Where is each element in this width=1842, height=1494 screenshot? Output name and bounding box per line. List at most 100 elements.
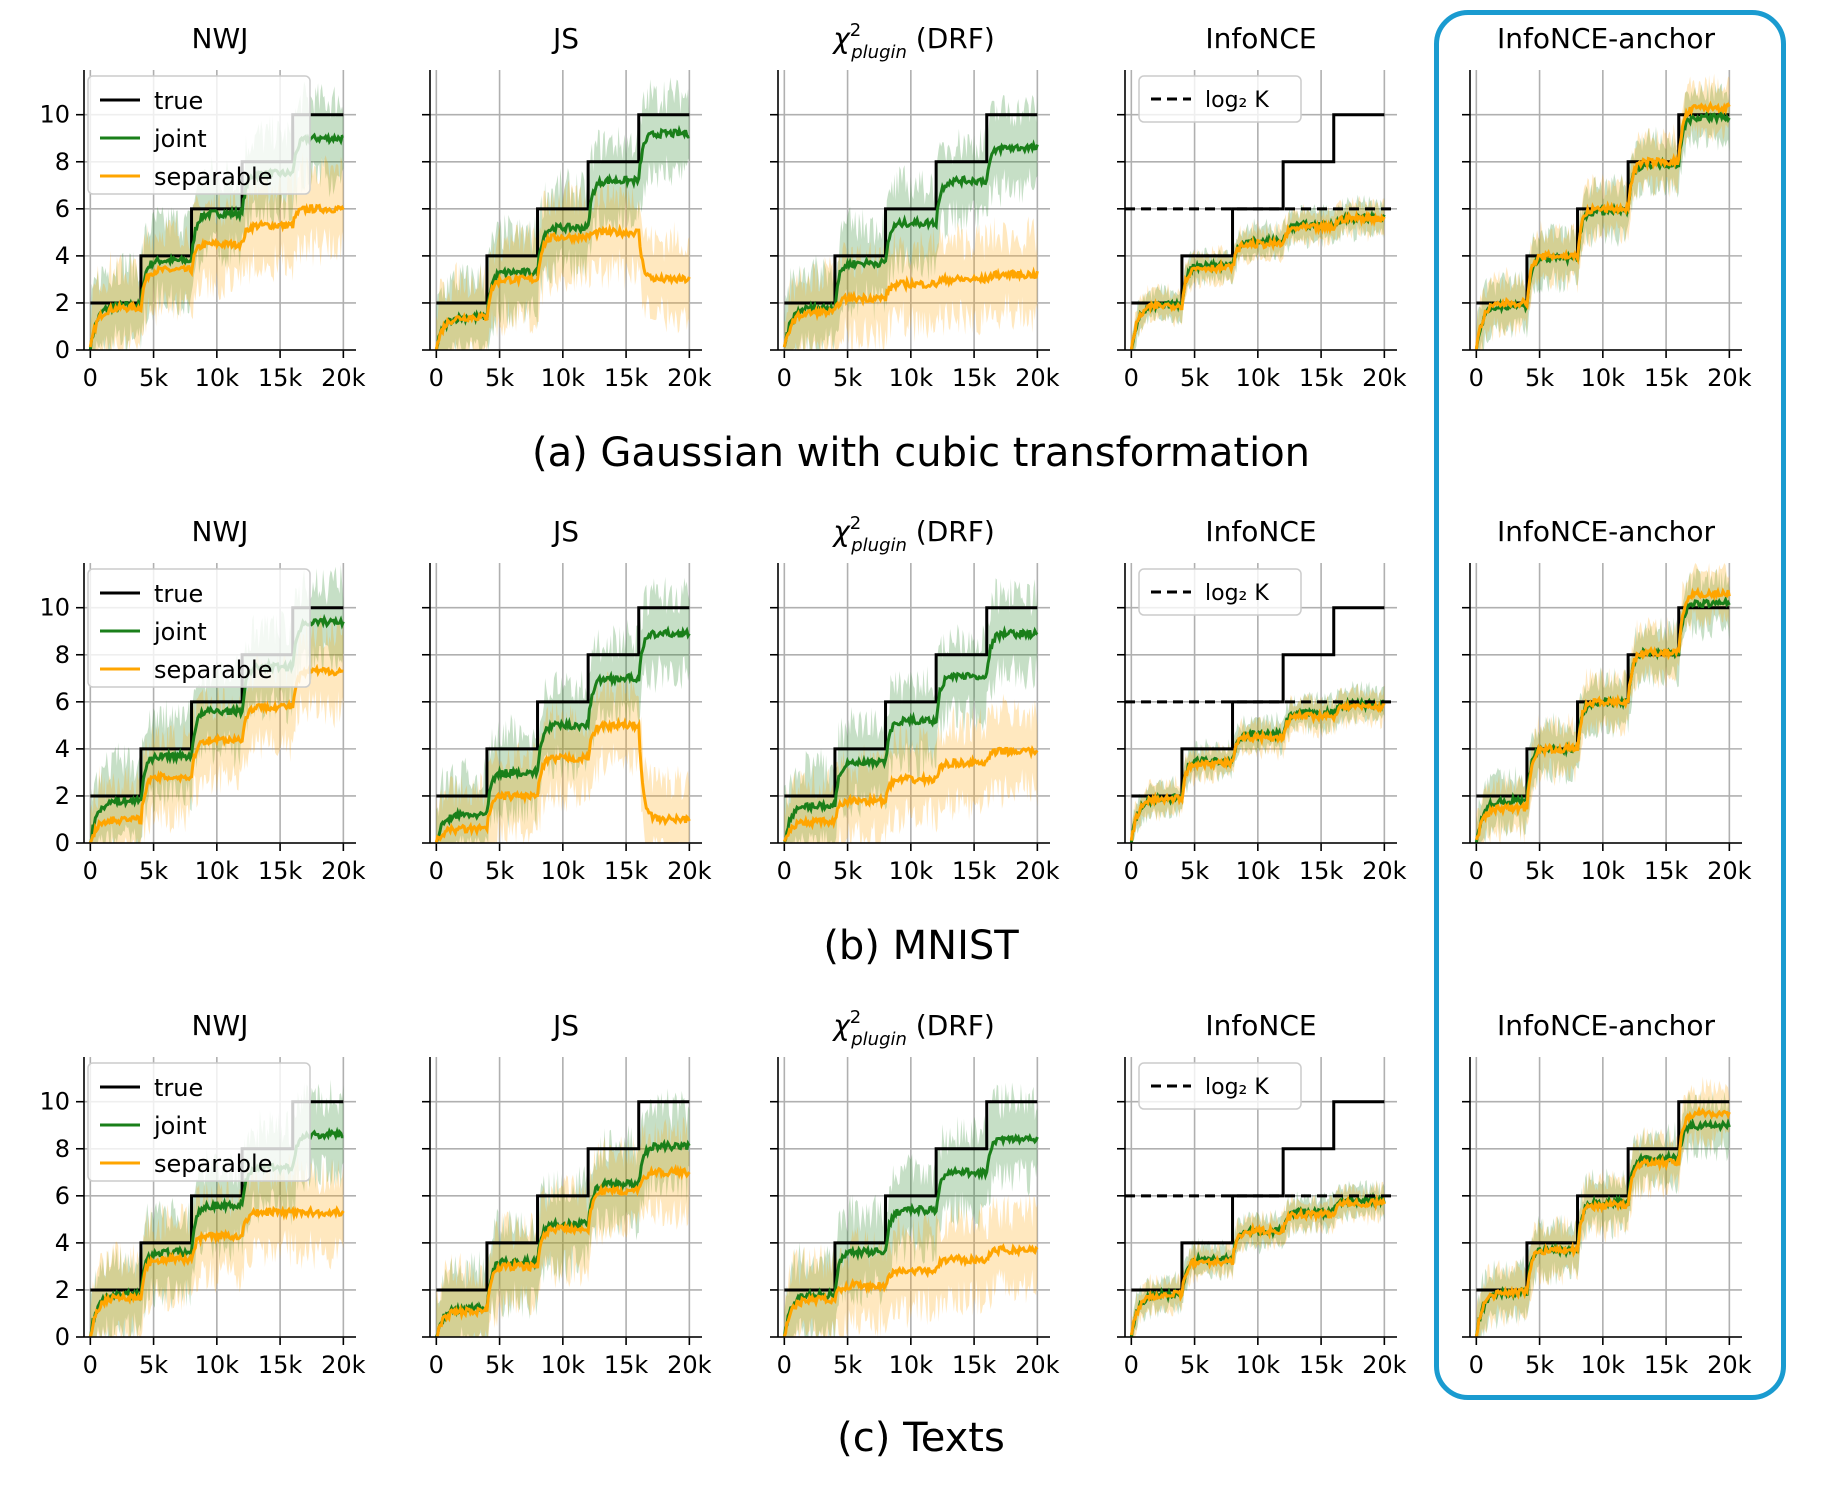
legend-box [1138,1062,1302,1110]
separable-line [1474,100,1731,351]
panel-title: InfoNCE [1205,515,1316,548]
x-tick-label: 20k [1707,364,1752,392]
joint-band [1476,1090,1730,1337]
x-tick-label: 15k [1299,857,1344,885]
separable-line [1129,698,1386,841]
x-tick-label: 20k [1707,857,1752,885]
legend-box [87,75,311,195]
x-tick-label: 10k [1236,857,1281,885]
legend-box [87,1062,311,1182]
panel-title: NWJ [192,1009,249,1042]
x-tick-label: 10k [541,1351,586,1379]
legend-label-true: true [154,1074,203,1102]
legend-label-logK: log₂ K [1205,581,1269,606]
true-line [436,1100,690,1292]
y-tick-label: 6 [55,195,70,223]
x-tick-label: 15k [1644,857,1689,885]
x-tick-label: 0 [777,857,792,885]
y-tick-label: 6 [55,688,70,716]
x-tick-label: 20k [667,1351,712,1379]
joint-line [782,625,1039,843]
joint-line [782,139,1039,348]
panel-title: InfoNCE-anchor [1497,22,1715,55]
joint-band [90,564,344,843]
separable-line [88,202,345,348]
infonce-anchor-highlight-box [1434,10,1786,1400]
separable-line [1129,1193,1386,1336]
panel-title: χ2 plugin (DRF) [831,1007,995,1050]
legend-box [87,568,311,688]
x-tick-label: 5k [833,1351,862,1379]
x-tick-label: 10k [1236,1351,1281,1379]
y-tick-label: 4 [55,242,70,270]
legend-label-joint: joint [153,618,207,646]
legend-box [1138,568,1302,616]
legend-label-separable: separable [154,656,272,684]
joint-band [1131,1179,1385,1337]
y-tick-label: 2 [55,289,70,317]
true-line [436,113,690,305]
x-tick-label: 5k [833,364,862,392]
panel-1-1: JS 0 5k 10k 15k 20k [422,515,712,885]
y-tick-label: 4 [55,735,70,763]
separable-band [1131,195,1385,350]
panel-title: InfoNCE [1205,1009,1316,1042]
y-tick-label: 0 [55,1323,70,1351]
x-tick-label: 10k [195,1351,240,1379]
x-tick-label: 5k [139,364,168,392]
y-tick-label: 0 [55,829,70,857]
x-tick-label: 0 [83,1351,98,1379]
x-tick-label: 20k [1015,364,1060,392]
joint-band [1476,83,1730,350]
panel-title: JS [551,1009,579,1042]
separable-line [1474,586,1731,841]
x-tick-label: 20k [1362,1351,1407,1379]
panel-title: InfoNCE-anchor [1497,1009,1715,1042]
joint-band [1131,680,1385,843]
x-tick-label: 5k [833,857,862,885]
panel-0-1: JS 0 5k 10k 15k 20k [422,22,712,392]
separable-line [782,1243,1039,1337]
x-tick-label: 0 [1469,364,1484,392]
x-tick-label: 10k [195,857,240,885]
separable-line [88,1204,345,1338]
x-tick-label: 20k [1015,857,1060,885]
legend-label-logK: log₂ K [1205,1075,1269,1100]
x-tick-label: 10k [889,1351,934,1379]
panel-2-1: JS 0 5k 10k 15k 20k [422,1009,712,1379]
separable-band [1131,1180,1385,1337]
y-tick-label: 6 [55,1182,70,1210]
caption-a: (a) Gaussian with cubic transformation [531,430,1311,476]
panel-0-4: InfoNCE-anchor 0 5k 10k 15k 20k [1462,22,1752,392]
y-tick-label: 2 [55,782,70,810]
x-tick-label: 20k [321,857,366,885]
legend-label-logK: log₂ K [1205,88,1269,113]
legend-label-joint: joint [153,125,207,153]
panel-title: χ2 plugin (DRF) [831,513,995,556]
panel-2-0: NWJ 0 5k 10k 15k 20k 0 2 4 6 8 10 true joint separable [39,1009,365,1379]
true-line [1476,1100,1730,1292]
x-tick-label: 15k [604,364,649,392]
separable-line [1474,1105,1731,1338]
panel-title: χ2 plugin (DRF) [831,20,995,63]
x-tick-label: 0 [777,1351,792,1379]
legend-label-separable: separable [154,1150,272,1178]
caption-c: (c) Texts [837,1415,1005,1461]
x-tick-label: 15k [952,857,997,885]
joint-band [1476,568,1730,843]
joint-band [784,578,1038,843]
separable-line [435,1163,691,1338]
panel-2-4: InfoNCE-anchor 0 5k 10k 15k 20k [1462,1009,1752,1379]
panel-0-0: NWJ 0 5k 10k 15k 20k 0 2 4 6 8 10 true joint separable [39,22,365,392]
y-tick-label: 10 [39,101,70,129]
x-tick-label: 0 [1469,857,1484,885]
x-tick-label: 15k [604,857,649,885]
panel-title: JS [551,515,579,548]
x-tick-label: 5k [1525,857,1554,885]
x-tick-label: 5k [1180,364,1209,392]
x-tick-label: 0 [83,857,98,885]
x-tick-label: 5k [1180,857,1209,885]
true-line [436,606,690,798]
